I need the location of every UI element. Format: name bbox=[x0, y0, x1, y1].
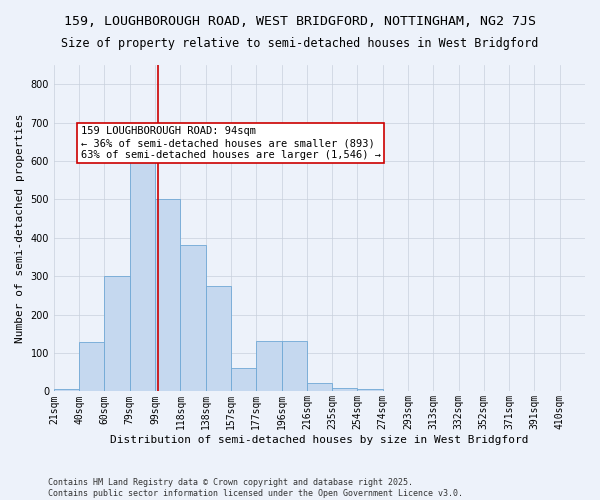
Bar bbox=[307, 383, 332, 392]
Text: 159 LOUGHBOROUGH ROAD: 94sqm
← 36% of semi-detached houses are smaller (893)
63%: 159 LOUGHBOROUGH ROAD: 94sqm ← 36% of se… bbox=[80, 126, 380, 160]
Bar bbox=[104, 276, 130, 392]
Bar bbox=[281, 342, 307, 392]
Text: 159, LOUGHBOROUGH ROAD, WEST BRIDGFORD, NOTTINGHAM, NG2 7JS: 159, LOUGHBOROUGH ROAD, WEST BRIDGFORD, … bbox=[64, 15, 536, 28]
Bar bbox=[358, 390, 383, 392]
Bar bbox=[181, 246, 206, 392]
Bar bbox=[79, 342, 104, 392]
Bar bbox=[332, 388, 358, 392]
Bar bbox=[231, 368, 256, 392]
Bar bbox=[155, 200, 181, 392]
Y-axis label: Number of semi-detached properties: Number of semi-detached properties bbox=[15, 114, 25, 343]
X-axis label: Distribution of semi-detached houses by size in West Bridgford: Distribution of semi-detached houses by … bbox=[110, 435, 529, 445]
Text: Size of property relative to semi-detached houses in West Bridgford: Size of property relative to semi-detach… bbox=[61, 38, 539, 51]
Bar bbox=[206, 286, 231, 392]
Bar bbox=[383, 390, 408, 392]
Bar bbox=[54, 390, 79, 392]
Bar bbox=[256, 342, 281, 392]
Bar bbox=[130, 148, 155, 392]
Text: Contains HM Land Registry data © Crown copyright and database right 2025.
Contai: Contains HM Land Registry data © Crown c… bbox=[48, 478, 463, 498]
